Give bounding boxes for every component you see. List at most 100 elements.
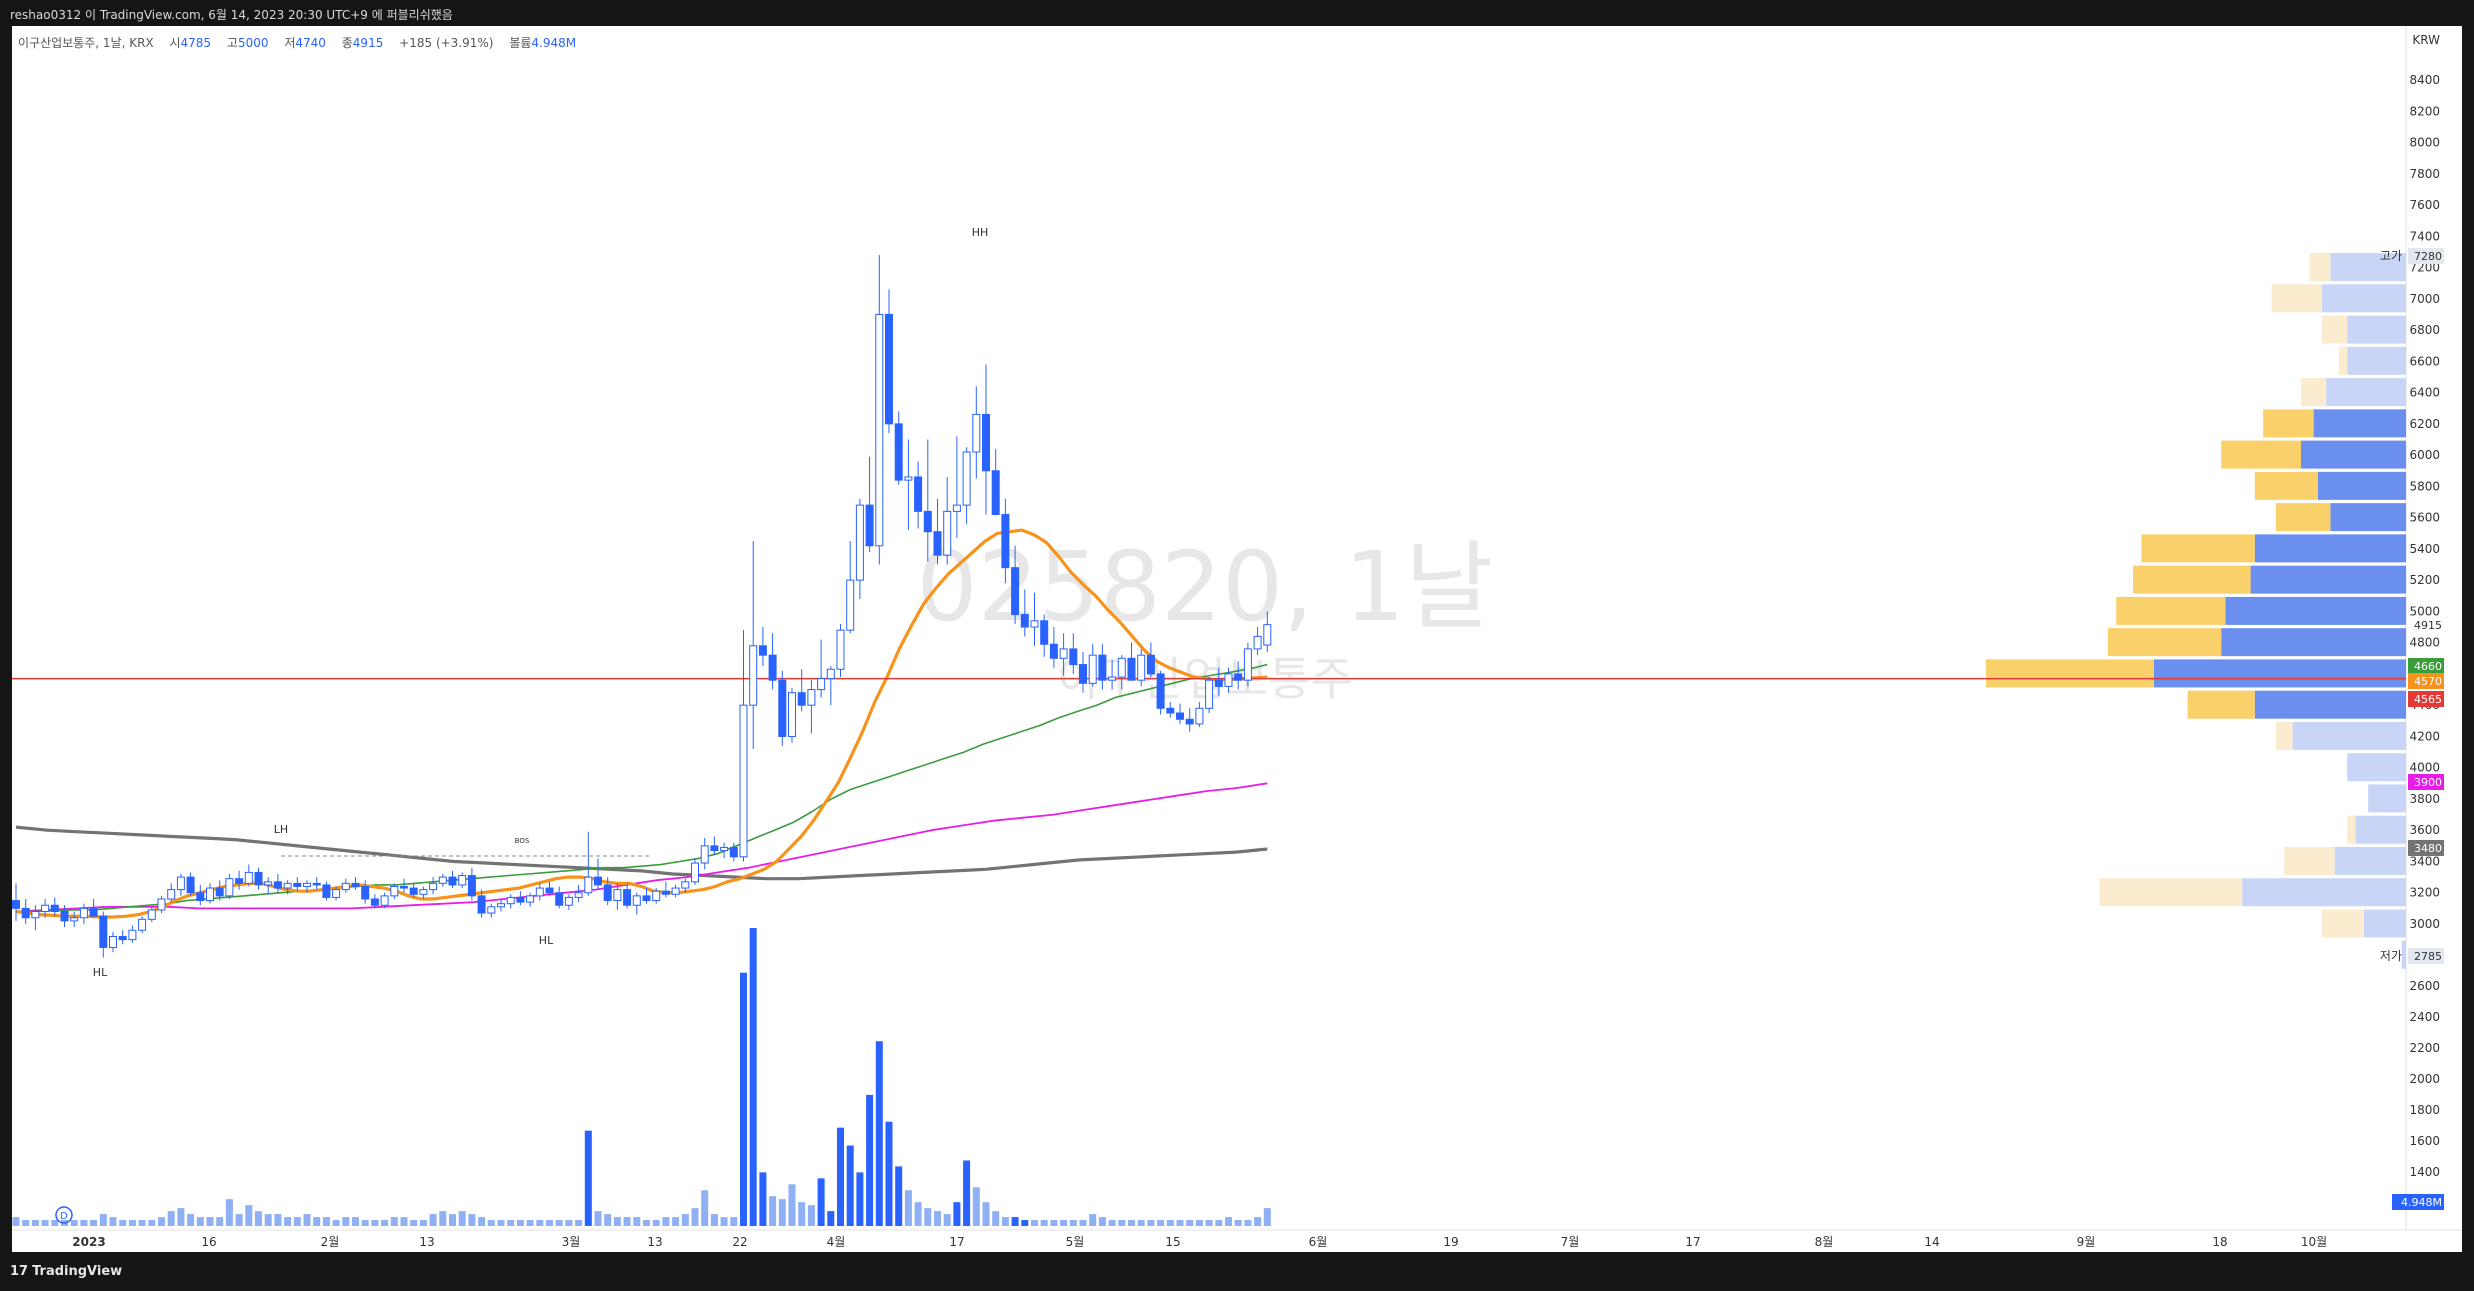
candle-body xyxy=(293,882,302,887)
price-badge-value: 4660 xyxy=(2414,660,2442,673)
close-label: 종 xyxy=(341,36,353,50)
candle-body xyxy=(962,451,971,506)
candle-body xyxy=(681,881,690,889)
profile-row-up xyxy=(2254,534,2406,563)
candle-body xyxy=(1263,624,1272,646)
time-axis[interactable]: 2023 16 2월 13 3월 13 22 4월 17 5월 15 6월 19 7월 17 8월 14 9월 18… xyxy=(72,1235,2327,1249)
volume-bar xyxy=(99,1214,107,1226)
volume-bar xyxy=(303,1214,311,1226)
candle-body xyxy=(138,918,147,931)
candle-body xyxy=(1243,648,1252,681)
candle-body xyxy=(429,882,438,891)
candle-body xyxy=(1011,567,1020,616)
price-tick-label: 5400 xyxy=(2409,542,2440,556)
price-badge xyxy=(2408,774,2444,790)
price-tick-label: 3200 xyxy=(2409,886,2440,900)
candle-body xyxy=(671,887,680,895)
candle-body xyxy=(79,907,88,919)
volume-bar xyxy=(555,1220,563,1226)
price-tick-label: 6200 xyxy=(2409,417,2440,431)
profile-row-up xyxy=(2292,721,2406,750)
candle-body xyxy=(1117,657,1126,678)
profile-row-up xyxy=(2334,846,2406,875)
candle-body xyxy=(118,936,127,941)
volume-bar xyxy=(458,1211,466,1226)
candle-body xyxy=(215,887,224,897)
volume-bar xyxy=(322,1217,330,1226)
candle-body xyxy=(817,678,826,691)
candle-body xyxy=(1166,707,1175,714)
time-tick-label: 16 xyxy=(201,1235,216,1249)
candle-body xyxy=(535,887,544,897)
volume-bar xyxy=(138,1220,146,1226)
candle-body xyxy=(60,910,69,922)
price-badge-value: 3480 xyxy=(2414,842,2442,855)
candle-body xyxy=(206,887,214,902)
price-tick-label: 8400 xyxy=(2409,73,2440,87)
time-tick-label: 4월 xyxy=(827,1235,846,1249)
volume-bar xyxy=(934,1211,941,1226)
profile-row-down xyxy=(2322,315,2348,344)
volume-bar xyxy=(1001,1217,1009,1226)
candle-body xyxy=(729,846,738,858)
chart-panel[interactable] xyxy=(12,26,2462,1252)
price-badge-value: 4915 xyxy=(2414,619,2442,632)
dividend-marker xyxy=(55,1206,73,1224)
profile-row-down xyxy=(2221,440,2301,469)
candle-body xyxy=(99,915,108,948)
volume-bar xyxy=(507,1220,515,1226)
time-tick-label: 13 xyxy=(419,1235,434,1249)
volume-bar xyxy=(817,1178,825,1226)
volume-bar xyxy=(662,1217,670,1226)
candle-body xyxy=(419,889,428,895)
volume-bar xyxy=(807,1205,815,1226)
profile-row-up xyxy=(2317,471,2406,500)
volume-bar xyxy=(1118,1220,1126,1226)
candle-body xyxy=(390,885,399,897)
candle-body xyxy=(31,910,40,919)
price-axis[interactable]: 3000320034003600380040004200440046004800… xyxy=(2409,33,2440,1179)
volume-bars xyxy=(12,928,1271,1226)
volume-tick-label: 1600 xyxy=(2409,1134,2440,1148)
top-bar: reshao0312 이 TradingView.com, 6월 14, 202… xyxy=(0,0,2474,26)
volume-bar xyxy=(982,1202,990,1226)
volume-bar xyxy=(749,928,757,1226)
volume-bar xyxy=(788,1184,796,1226)
candle-body xyxy=(409,887,418,895)
candle-body xyxy=(632,895,641,906)
currency-label: KRW xyxy=(2412,33,2440,47)
volume-bar xyxy=(1234,1220,1242,1226)
volume-bar xyxy=(604,1214,612,1226)
candle-body xyxy=(778,679,787,737)
volume-bar xyxy=(526,1220,534,1226)
volume-bar xyxy=(361,1220,369,1226)
badge-caption: 고가 xyxy=(2380,249,2402,263)
volume-bar xyxy=(245,1205,253,1226)
candle-body xyxy=(574,892,583,898)
volume-bar xyxy=(710,1214,718,1226)
tradingview-logo[interactable]: 17 TradingView xyxy=(10,1264,122,1279)
volume-bar xyxy=(837,1127,844,1226)
candle-body xyxy=(487,906,496,914)
candle-body xyxy=(458,875,467,886)
volume-bar xyxy=(148,1220,156,1226)
profile-row-up xyxy=(2225,596,2406,625)
profile-row-down xyxy=(2099,878,2243,907)
time-tick-label: 17 xyxy=(949,1235,964,1249)
candle-body xyxy=(972,413,981,453)
volume-bar xyxy=(759,1172,767,1226)
candle-body xyxy=(923,510,932,533)
price-badge xyxy=(2408,673,2444,689)
volume-bar xyxy=(429,1214,437,1226)
volume-bar xyxy=(264,1214,272,1226)
candle-body xyxy=(797,692,806,706)
volume-bar xyxy=(449,1214,456,1226)
profile-row-down xyxy=(1986,659,2154,688)
profile-row-down xyxy=(2347,815,2356,844)
profile-row-up xyxy=(2355,815,2406,844)
volume-bar xyxy=(342,1217,350,1226)
candle-body xyxy=(1214,679,1223,687)
candle-body xyxy=(516,896,525,903)
price-tick-label: 3600 xyxy=(2409,823,2440,837)
